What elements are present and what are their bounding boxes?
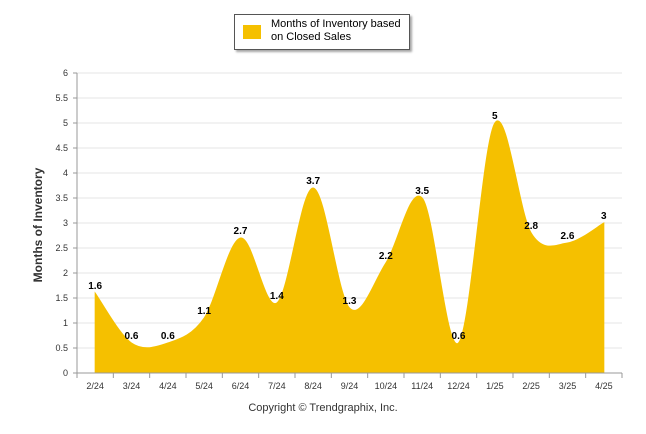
- copyright-text: Copyright © Trendgraphix, Inc.: [248, 402, 398, 414]
- data-label: 2.2: [379, 251, 393, 262]
- data-label: 2.8: [524, 221, 538, 232]
- data-label: 2.7: [234, 226, 248, 237]
- y-tick-label: 1.5: [55, 293, 68, 303]
- data-label: 1.4: [270, 291, 284, 302]
- y-tick-label: 6: [63, 68, 68, 78]
- data-label: 1.1: [197, 306, 211, 317]
- x-tick-label: 7/24: [268, 381, 286, 391]
- legend: Months of Inventory based on Closed Sale…: [234, 14, 410, 50]
- data-label: 3.5: [415, 186, 429, 197]
- x-tick-label: 11/24: [411, 381, 433, 391]
- data-label: 1.3: [343, 296, 357, 307]
- x-tick-label: 3/25: [559, 381, 577, 391]
- x-tick-label: 6/24: [232, 381, 250, 391]
- data-label: 5: [492, 111, 498, 122]
- y-tick-label: 4: [63, 168, 68, 178]
- y-tick-label: 5: [63, 118, 68, 128]
- x-tick-label: 2/24: [86, 381, 104, 391]
- y-tick-label: 1: [63, 318, 68, 328]
- data-label: 3.7: [306, 176, 320, 187]
- y-axis-title: Months of Inventory: [31, 167, 45, 283]
- x-tick-label: 5/24: [195, 381, 213, 391]
- series-area: [94, 120, 605, 374]
- x-tick-label: 2/25: [522, 381, 540, 391]
- y-tick-label: 0.5: [55, 343, 68, 353]
- x-axis: 2/24 3/24 4/24 5/24 6/24 7/24 8/24 9/24 10/24 11/…: [76, 372, 623, 391]
- x-tick-label: 8/24: [304, 381, 322, 391]
- legend-label: Months of Inventory based on Closed Sale…: [271, 18, 401, 43]
- data-labels: 1.6 0.6 0.6 1.1 2.7 1.4 3.7 1.3 2.2 3.5 0.6 5 2.8 2.6…: [88, 111, 607, 342]
- data-label: 3: [601, 211, 607, 222]
- y-tick-label: 3.5: [55, 193, 68, 203]
- x-tick-label: 4/24: [159, 381, 177, 391]
- x-tick-label: 1/25: [486, 381, 504, 391]
- y-tick-label: 0: [63, 368, 68, 378]
- x-tick-label: 4/25: [595, 381, 613, 391]
- y-tick-label: 3: [63, 218, 68, 228]
- x-tick-label: 10/24: [375, 381, 398, 391]
- y-tick-label: 2: [63, 268, 68, 278]
- data-label: 2.6: [561, 231, 575, 242]
- y-tick-label: 2.5: [55, 243, 68, 253]
- x-tick-label: 12/24: [447, 381, 470, 391]
- data-label: 0.6: [125, 331, 139, 342]
- x-tick-label: 9/24: [341, 381, 359, 391]
- data-label: 0.6: [161, 331, 175, 342]
- y-tick-label: 4.5: [55, 143, 68, 153]
- data-label: 0.6: [452, 331, 466, 342]
- gridlines: [77, 72, 622, 374]
- legend-swatch: [243, 25, 261, 39]
- x-tick-label: 3/24: [123, 381, 141, 391]
- y-axis: 0 0.5 1 1.5 2 2.5 3 3.5 4 4.5 5 5.5 6: [55, 68, 78, 378]
- data-label: 1.6: [88, 281, 102, 292]
- y-tick-label: 5.5: [55, 93, 68, 103]
- area-series: [94, 120, 605, 374]
